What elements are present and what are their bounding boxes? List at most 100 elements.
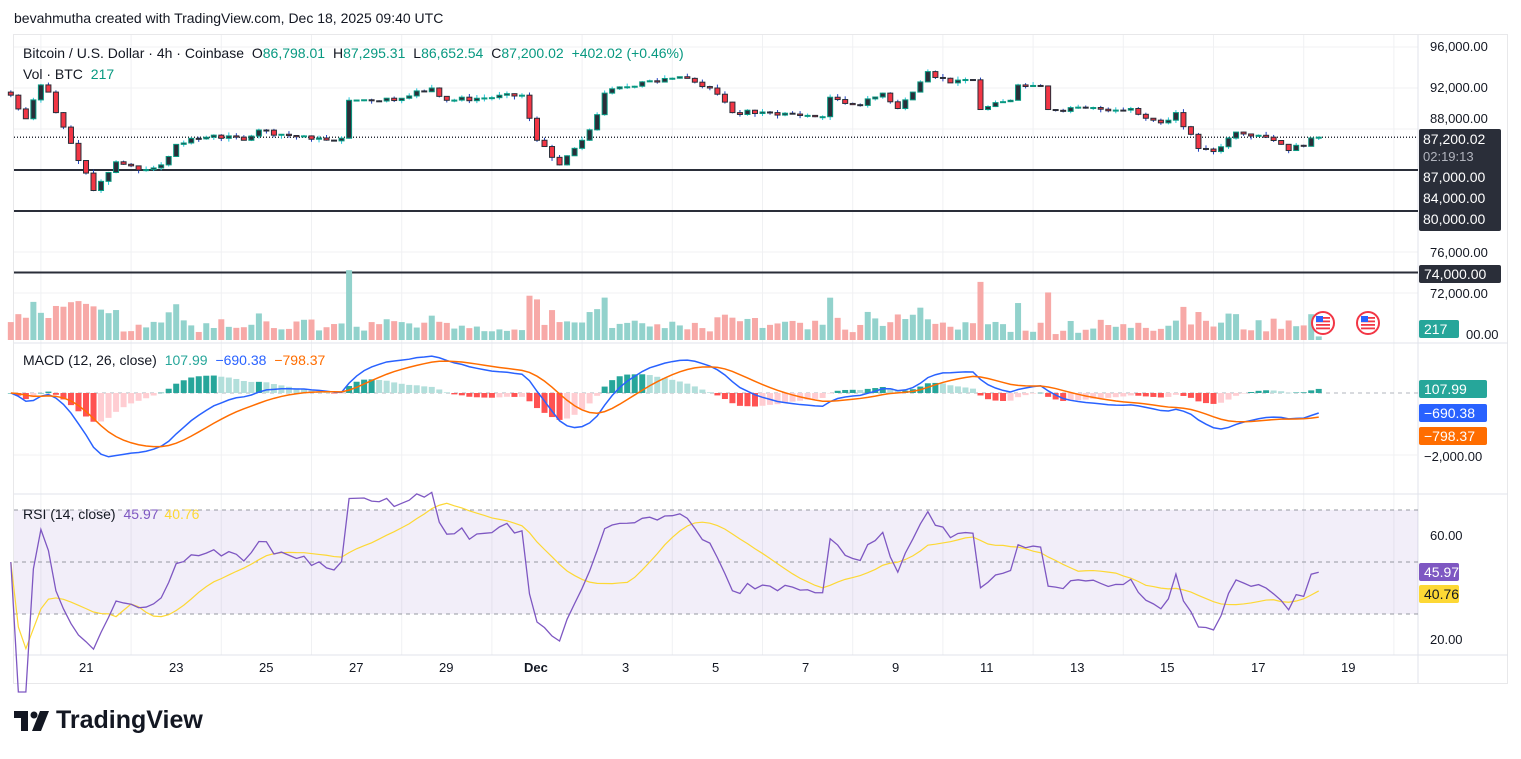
hline-label-74000: 74,000.00 [1419,265,1501,283]
macd-histogram-bar [684,383,691,393]
macd-signal-value: −798.37 [274,352,326,368]
candle-body [346,99,353,139]
macd-histogram-bar [969,388,976,393]
macd-histogram-bar [22,393,29,400]
candle-body [488,97,495,100]
volume-bar [992,321,999,340]
volume-bar [278,329,285,340]
open-label: O [251,45,263,61]
volume-bar [436,321,443,340]
time-tick-month: Dec [524,660,548,675]
candle-body [1135,108,1142,115]
candle-body [759,111,766,115]
candle-body [90,172,97,191]
macd-histogram-bar [188,377,195,393]
volume-label[interactable]: Vol · BTC [23,66,83,82]
volume-bar [1165,325,1172,340]
volume-bar [1060,330,1067,340]
volume-bar [1000,324,1007,340]
candle-body [361,99,368,102]
candle-body [819,116,826,119]
macd-histogram-bar [894,390,901,393]
candle-body [1300,144,1307,147]
close-value: 87,200.02 [501,45,564,61]
volume-bar [661,328,668,340]
candle-body [240,136,247,141]
volume-bar [1022,330,1029,340]
candle-body [398,97,405,102]
candle-body [150,167,157,171]
candle-body [1293,144,1300,152]
rsi-line [10,491,1319,693]
volume-bar [398,322,405,340]
candle-body [924,71,931,83]
candle-body [1150,117,1157,121]
macd-histogram-bar [616,376,623,393]
volume-bar [1120,324,1127,340]
candle-body [1285,143,1292,152]
time-tick: 17 [1251,660,1266,675]
volume-bar [586,312,593,340]
candle-body [436,87,443,97]
volume-bar [1233,314,1240,340]
change-value: +402.02 (+0.46%) [571,45,684,61]
volume-bar [1187,324,1194,340]
hline-label: 84,000.00 [1423,190,1486,206]
volume-bar [421,322,428,340]
macd-histogram-bar [549,393,556,418]
candle-body [263,129,270,132]
rsi-label[interactable]: RSI (14, close) [23,506,116,522]
macd-histogram-bar [706,392,713,393]
volume-bar [210,327,217,340]
macd-label[interactable]: MACD (12, 26, close) [23,352,157,368]
macd-histogram-bar [1135,393,1142,396]
macd-histogram-bar [165,388,172,393]
candle-body [556,156,563,166]
volume-bar [481,331,488,340]
candle-body [736,112,743,115]
volume-bar [744,318,751,340]
volume-bar [188,325,195,340]
candle-body [503,93,510,96]
time-tick: 21 [79,660,94,675]
symbol-title[interactable]: Bitcoin / U.S. Dollar · 4h · Coinbase [23,45,244,61]
volume-bar [225,326,232,340]
tradingview-logo[interactable]: TradingView [14,706,203,735]
macd-histogram-bar [812,393,819,399]
volume-bar [195,331,202,340]
volume-bar [812,320,819,340]
macd-histogram-bar [293,388,300,393]
candle-body [1240,131,1247,135]
macd-histogram-bar [729,393,736,404]
volume-bar [947,326,954,340]
volume-bar [308,319,315,340]
candle-body [932,71,939,78]
macd-histogram-bar [368,379,375,393]
volume-bar [165,312,172,340]
candle-body [947,77,954,84]
volume-bar [270,328,277,340]
volume-bar [872,318,879,340]
flag-canton [1361,316,1368,322]
candle-body [1308,137,1315,147]
macd-histogram-bar [654,376,661,393]
price-tick: 88,000.00 [1430,111,1488,126]
volume-bar [120,331,127,340]
volume-bar [1255,320,1262,340]
macd-histogram-bar [323,392,330,394]
macd-histogram-bar [1075,393,1082,401]
macd-histogram-bar [624,374,631,393]
volume-bar [105,313,112,340]
candle-body [316,137,323,140]
candle-body [1045,85,1052,111]
candle-body [706,86,713,89]
volume-bar [233,327,240,340]
macd-histogram-bar [1240,393,1247,394]
volume-bar [1007,331,1014,340]
candle-body [549,146,556,158]
candle-body [1278,140,1285,145]
macd-histogram-bar [1172,393,1179,395]
macd-histogram-bar [631,374,638,393]
volume-bar [579,322,586,340]
